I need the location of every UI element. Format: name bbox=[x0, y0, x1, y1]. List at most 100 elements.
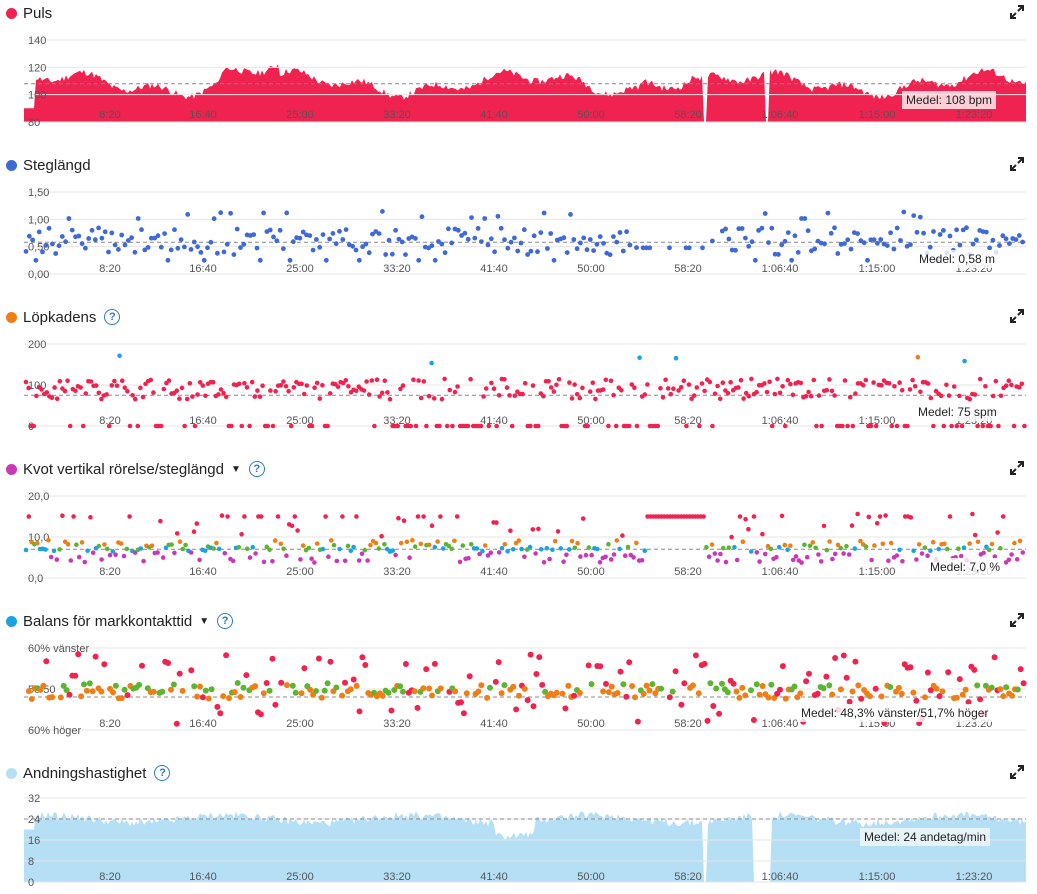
data-point bbox=[241, 241, 247, 247]
data-point bbox=[754, 389, 759, 395]
data-point bbox=[957, 242, 963, 248]
data-point bbox=[374, 377, 380, 382]
data-point bbox=[393, 552, 398, 558]
data-point bbox=[382, 542, 387, 547]
data-point bbox=[938, 393, 944, 399]
expand-icon[interactable] bbox=[1009, 612, 1025, 628]
data-point bbox=[173, 720, 180, 727]
data-point bbox=[221, 390, 226, 396]
data-point bbox=[944, 546, 950, 552]
data-point bbox=[437, 423, 442, 429]
data-point bbox=[52, 385, 57, 390]
data-point bbox=[400, 383, 406, 388]
data-point bbox=[627, 242, 633, 248]
data-point bbox=[36, 229, 42, 235]
data-point bbox=[290, 239, 296, 245]
data-point bbox=[1020, 239, 1025, 245]
data-point bbox=[188, 667, 195, 674]
data-point bbox=[713, 685, 720, 692]
data-point bbox=[551, 389, 557, 394]
data-point bbox=[785, 230, 791, 235]
dropdown-caret-icon[interactable]: ▼ bbox=[199, 615, 210, 627]
data-point bbox=[611, 552, 617, 557]
data-point bbox=[886, 558, 891, 564]
data-point bbox=[790, 557, 796, 563]
data-point bbox=[1017, 538, 1023, 544]
data-point bbox=[574, 391, 580, 397]
help-icon[interactable]: ? bbox=[248, 461, 265, 477]
data-point bbox=[169, 542, 174, 547]
data-point bbox=[447, 387, 453, 393]
data-point bbox=[567, 380, 572, 385]
data-point bbox=[334, 558, 340, 564]
data-point bbox=[446, 543, 452, 549]
data-point bbox=[140, 394, 146, 400]
data-point bbox=[53, 251, 59, 256]
data-point bbox=[937, 232, 943, 237]
data-point bbox=[362, 547, 368, 553]
data-point bbox=[953, 694, 960, 701]
expand-icon[interactable] bbox=[1009, 308, 1025, 324]
data-point bbox=[389, 251, 395, 257]
data-point bbox=[314, 541, 320, 546]
data-point bbox=[753, 681, 760, 688]
expand-icon[interactable] bbox=[1009, 460, 1025, 476]
data-point bbox=[188, 247, 194, 252]
dropdown-caret-icon[interactable]: ▼ bbox=[230, 463, 241, 475]
puls-title: Puls bbox=[23, 4, 53, 22]
data-point bbox=[720, 380, 726, 385]
data-point bbox=[844, 543, 849, 549]
data-point bbox=[292, 514, 298, 519]
data-point bbox=[439, 241, 445, 247]
data-point bbox=[179, 385, 185, 391]
x-tick-label: 41:40 bbox=[480, 415, 508, 427]
data-point bbox=[922, 694, 928, 701]
data-point bbox=[718, 551, 723, 557]
data-point bbox=[586, 545, 592, 550]
data-point bbox=[214, 540, 219, 546]
data-point bbox=[106, 249, 111, 255]
data-point bbox=[756, 691, 763, 698]
data-point bbox=[152, 235, 158, 241]
data-point bbox=[148, 377, 154, 383]
data-point bbox=[846, 698, 853, 705]
expand-icon[interactable] bbox=[1009, 4, 1025, 20]
data-point bbox=[671, 386, 676, 391]
data-point bbox=[1003, 684, 1010, 691]
data-point bbox=[446, 226, 451, 232]
help-icon[interactable]: ? bbox=[104, 309, 121, 325]
data-point bbox=[398, 540, 404, 546]
data-point bbox=[492, 249, 497, 255]
x-tick-label: 16:40 bbox=[189, 566, 217, 578]
data-point bbox=[546, 379, 551, 384]
data-point bbox=[1012, 540, 1017, 546]
data-point bbox=[125, 389, 130, 394]
data-point bbox=[842, 378, 848, 383]
data-point bbox=[278, 541, 284, 547]
help-icon[interactable]: ? bbox=[217, 613, 234, 629]
data-point bbox=[936, 693, 943, 700]
data-point bbox=[558, 546, 564, 551]
data-point bbox=[263, 680, 270, 686]
expand-icon[interactable] bbox=[1009, 156, 1025, 172]
data-point bbox=[478, 682, 485, 689]
data-point bbox=[892, 384, 897, 389]
data-point bbox=[536, 654, 543, 661]
x-tick-label: 8:20 bbox=[99, 415, 120, 427]
data-point bbox=[901, 209, 907, 215]
y-tick-label: 0,00 bbox=[28, 269, 49, 281]
data-point bbox=[712, 391, 718, 396]
y-tick-label: 100 bbox=[28, 90, 46, 102]
data-point bbox=[689, 396, 694, 401]
help-icon[interactable]: ? bbox=[154, 765, 171, 781]
data-point bbox=[234, 226, 240, 232]
data-point bbox=[366, 392, 372, 397]
data-point bbox=[732, 544, 737, 550]
expand-icon[interactable] bbox=[1009, 764, 1025, 780]
data-point bbox=[512, 235, 517, 241]
x-tick-label: 1:23:20 bbox=[956, 871, 993, 883]
data-point bbox=[962, 358, 967, 364]
data-point bbox=[34, 540, 40, 546]
data-point bbox=[92, 653, 99, 660]
data-point bbox=[351, 544, 356, 550]
